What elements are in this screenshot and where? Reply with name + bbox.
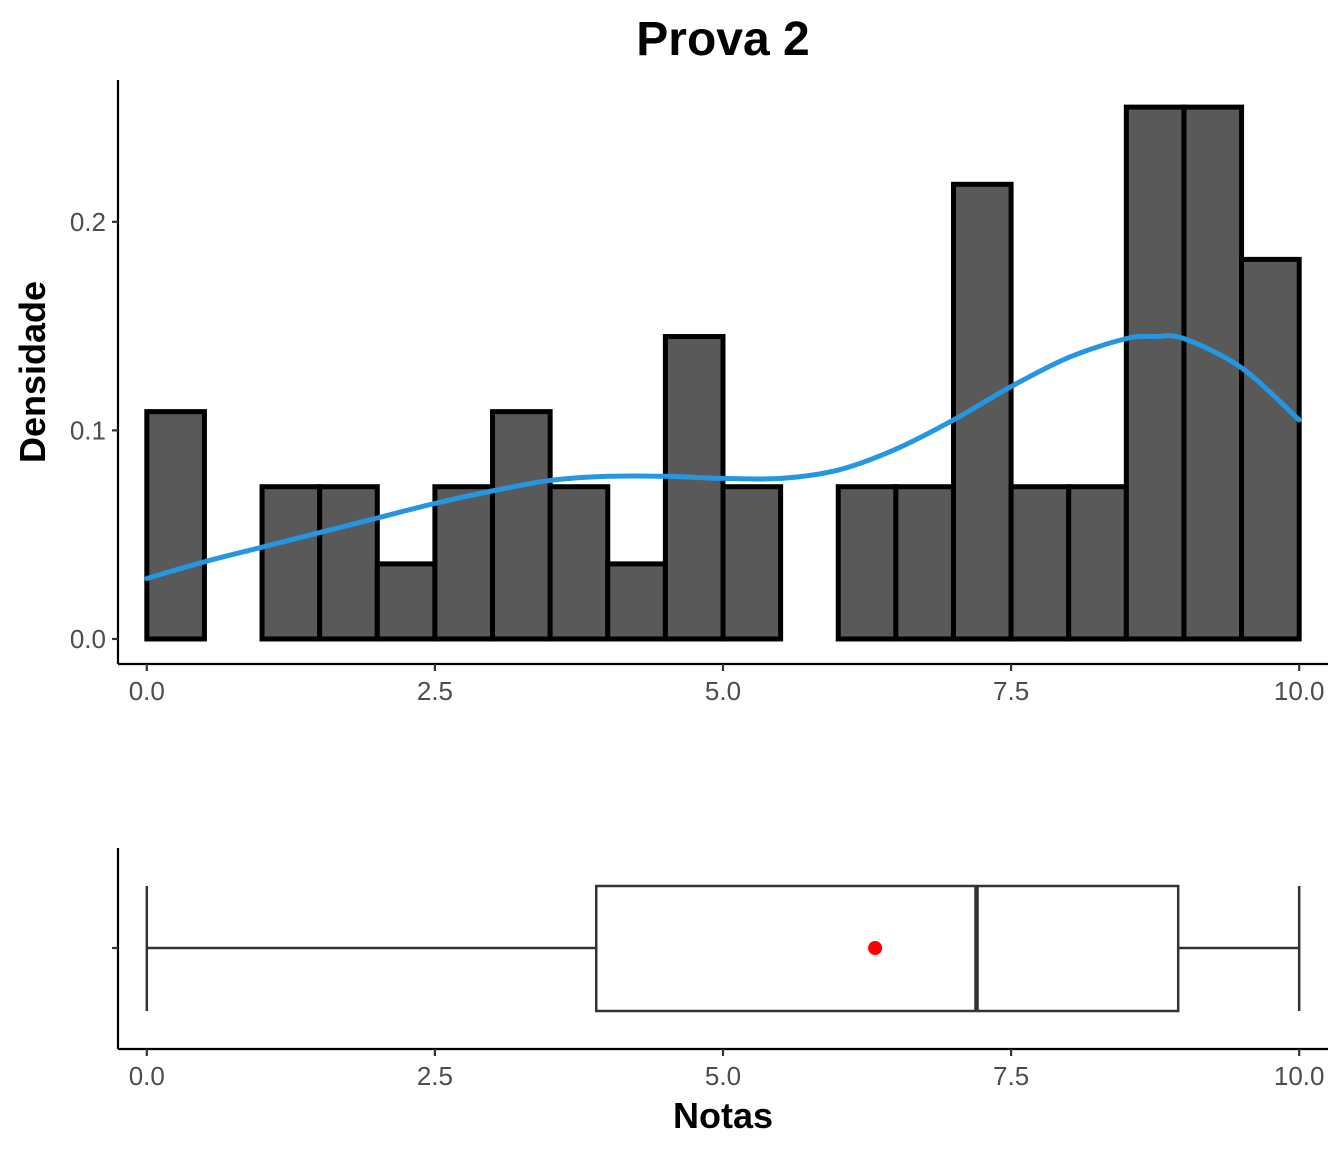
histogram-bar: [144, 409, 207, 642]
chart-title: Prova 2: [636, 13, 809, 66]
histogram-bar: [317, 484, 380, 642]
y-tick-label: 0.0: [70, 624, 106, 654]
histogram-panel: 0.0 0.1 0.2 0.0 2.5 5.0 7.5 10.0 Densidade: [12, 80, 1328, 706]
y-axis-title: Densidade: [12, 281, 53, 463]
boxplot-x-tick-label: 7.5: [993, 1061, 1029, 1091]
histogram-bar: [1008, 484, 1072, 642]
y-tick-label: 0.2: [70, 207, 106, 237]
histogram-bar: [662, 334, 726, 642]
histogram-bar: [835, 484, 899, 642]
x-tick-label: 7.5: [993, 676, 1029, 706]
histogram-x-ticks: 0.0 2.5 5.0 7.5 10.0: [129, 664, 1325, 706]
boxplot: [145, 884, 1301, 1013]
histogram-bar: [720, 484, 784, 642]
histogram-bar: [893, 484, 956, 642]
histogram-bar: [1123, 104, 1187, 642]
boxplot-x-tick-label: 5.0: [705, 1061, 741, 1091]
boxplot-x-ticks: 0.0 2.5 5.0 7.5 10.0: [129, 1049, 1325, 1091]
histogram-bar: [950, 181, 1014, 642]
y-tick-label: 0.1: [70, 415, 106, 445]
histogram-bar: [547, 484, 611, 642]
histogram-bar: [432, 484, 496, 642]
histogram-bar: [259, 484, 323, 642]
interquartile-box: [594, 884, 1180, 1013]
boxplot-x-tick-label: 10.0: [1274, 1061, 1325, 1091]
histogram-bar: [1181, 104, 1245, 642]
histogram-y-ticks: 0.0 0.1 0.2: [70, 207, 118, 654]
x-tick-label: 0.0: [129, 676, 165, 706]
x-axis-title: Notas: [673, 1095, 773, 1136]
histogram-bar: [1239, 256, 1302, 642]
x-tick-label: 2.5: [417, 676, 453, 706]
x-tick-label: 5.0: [705, 676, 741, 706]
boxplot-x-tick-label: 0.0: [129, 1061, 165, 1091]
histogram-bar: [374, 561, 438, 642]
boxplot-panel: 0.0 2.5 5.0 7.5 10.0 Notas: [112, 848, 1328, 1136]
histogram-bar: [605, 561, 668, 642]
mean-point: [868, 941, 883, 955]
histogram-bar: [1066, 484, 1129, 642]
boxplot-x-tick-label: 2.5: [417, 1061, 453, 1091]
histogram-bars: [144, 104, 1302, 642]
histogram-bar: [490, 409, 553, 642]
x-tick-label: 10.0: [1274, 676, 1325, 706]
density-curve: [144, 333, 1302, 581]
